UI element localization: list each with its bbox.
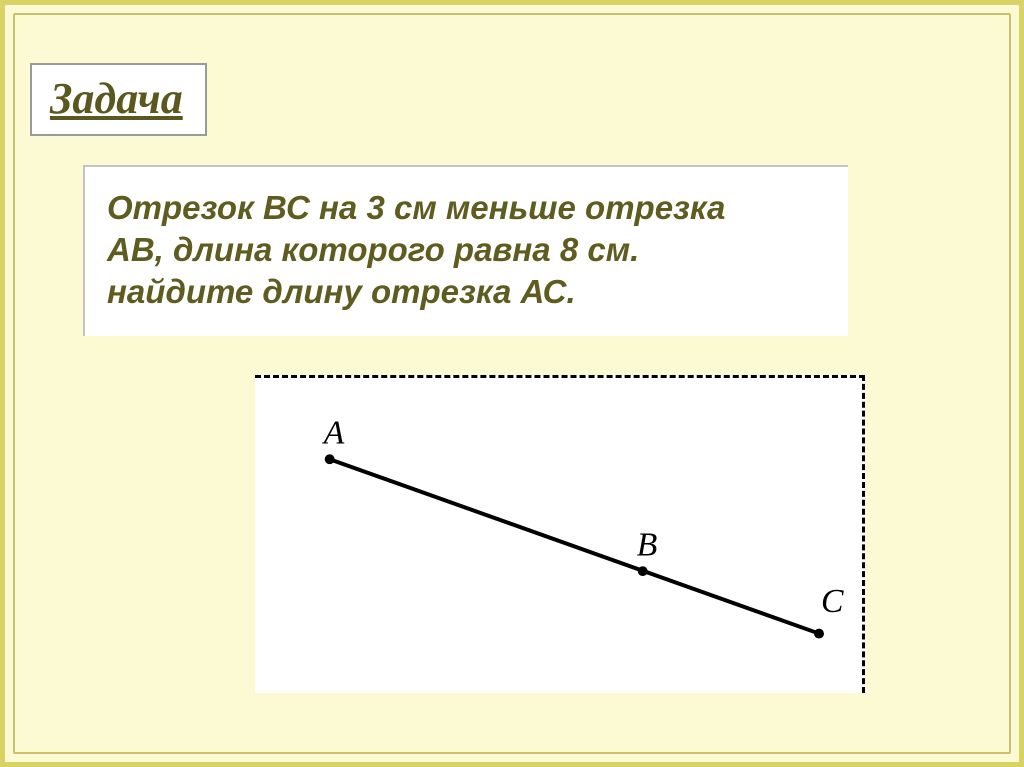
point-B-group: B bbox=[637, 526, 658, 576]
problem-line-1: Отрезок ВС на 3 см меньше отрезка bbox=[107, 187, 822, 229]
segment-line bbox=[330, 459, 819, 633]
point-C-group: C bbox=[814, 583, 844, 639]
title-text: Задача bbox=[50, 74, 183, 123]
slide: Задача Отрезок ВС на 3 см меньше отрезка… bbox=[0, 0, 1024, 767]
label-A: A bbox=[322, 414, 345, 451]
point-A bbox=[325, 454, 335, 464]
label-C: C bbox=[821, 583, 844, 620]
label-B: B bbox=[637, 526, 658, 563]
problem-line-2: АВ, длина которого равна 8 см. bbox=[107, 229, 822, 271]
point-B bbox=[638, 566, 648, 576]
title-box: Задача bbox=[30, 63, 207, 136]
problem-line-3: найдите длину отрезка АС. bbox=[107, 271, 822, 313]
figure-box: A B C bbox=[255, 375, 865, 693]
problem-box: Отрезок ВС на 3 см меньше отрезка АВ, дл… bbox=[83, 165, 848, 336]
point-A-group: A bbox=[322, 414, 345, 464]
segment-diagram: A B C bbox=[255, 378, 862, 693]
point-C bbox=[814, 629, 824, 639]
